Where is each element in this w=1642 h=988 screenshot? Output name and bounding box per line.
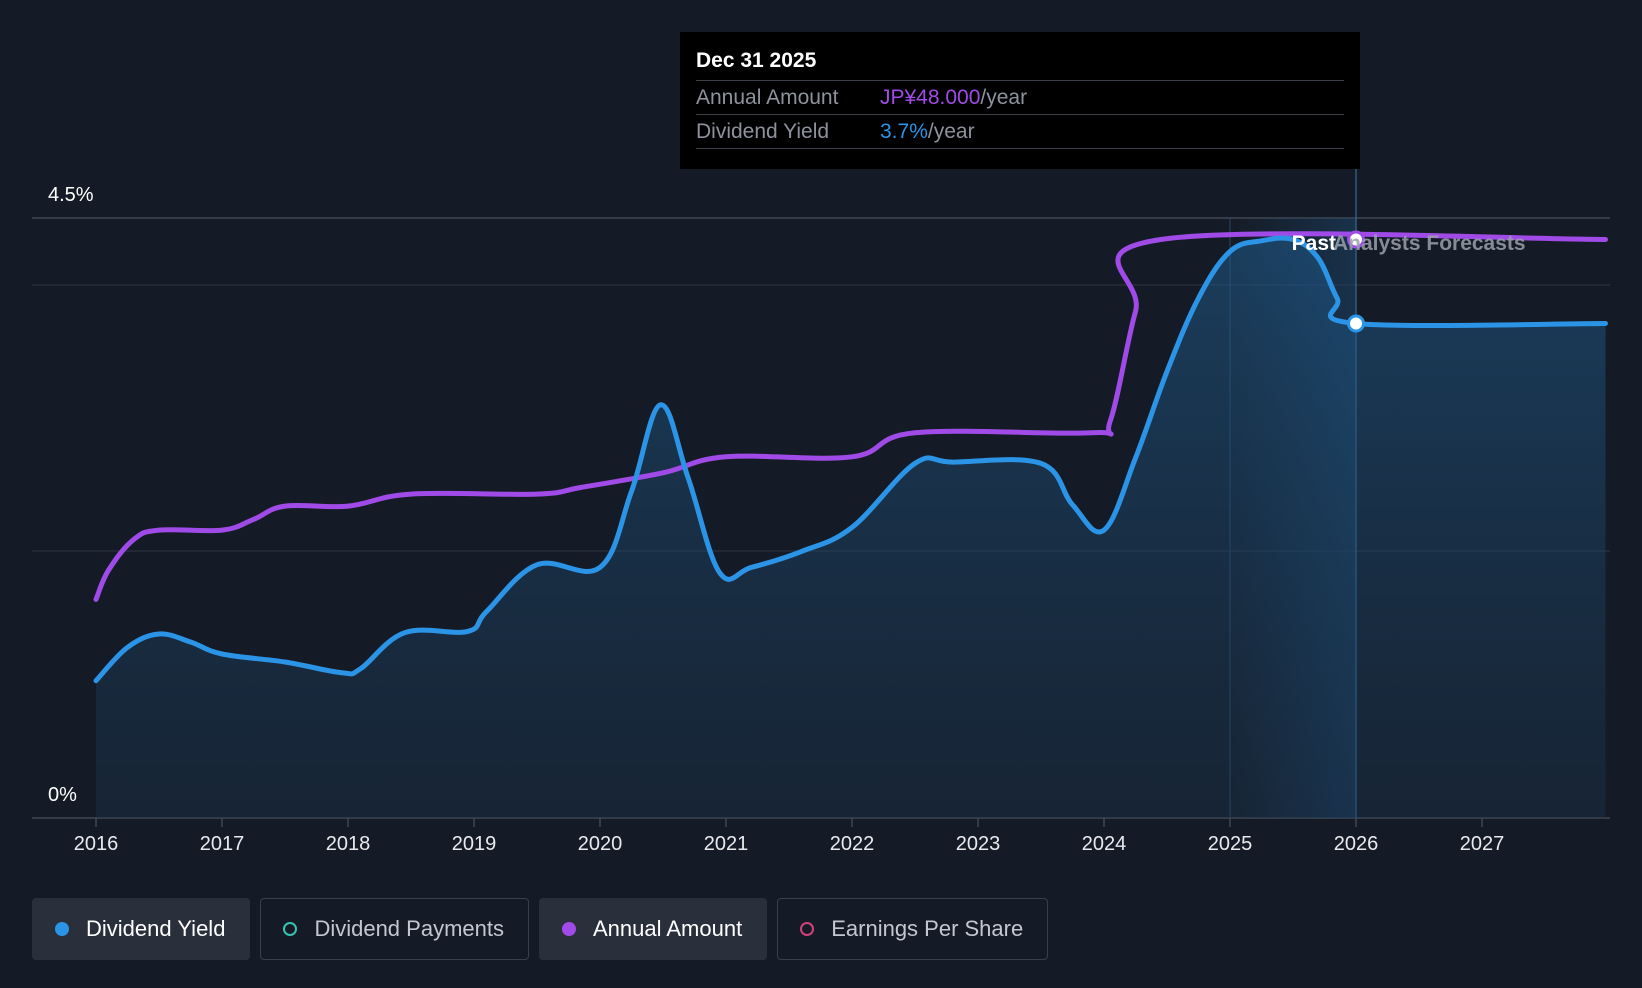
x-tick-label: 2024 <box>1082 833 1127 855</box>
legend-dividend-yield[interactable]: Dividend Yield <box>32 898 251 960</box>
tooltip-yield-row: Dividend Yield 3.7% /year <box>696 114 1344 149</box>
annual-amount-marker <box>1347 230 1365 249</box>
legend-label: Earnings Per Share <box>831 916 1024 941</box>
tooltip: Dec 31 2025 Annual Amount JP¥48.000 /yea… <box>680 32 1360 169</box>
tooltip-annual-label: Annual Amount <box>696 86 839 109</box>
hover-markers <box>1347 230 1365 333</box>
dividend-yield-marker <box>1347 314 1365 333</box>
area-fills <box>96 237 1606 819</box>
y-axis: 4.5% 0% <box>48 184 94 806</box>
forecast-label: Analysts Forecasts <box>1333 232 1526 255</box>
tooltip-annual-unit: /year <box>980 86 1028 109</box>
past-label: Past <box>1292 232 1336 255</box>
x-tick-label: 2019 <box>452 833 497 855</box>
legend-label: Dividend Payments <box>314 916 504 941</box>
legend-ring-icon <box>283 922 298 936</box>
x-tick-label: 2025 <box>1208 833 1253 855</box>
annual-amount-line <box>93 231 1608 602</box>
x-tick-label: 2026 <box>1334 833 1379 855</box>
x-tick-label: 2016 <box>74 833 119 855</box>
x-axis: 2016 2017 2018 2019 2020 2021 2022 2023 2024 2025… <box>74 818 1505 855</box>
y-tick-label-max: 4.5% <box>48 184 94 206</box>
legend-dividend-payments[interactable]: Dividend Payments <box>260 898 529 960</box>
tooltip-yield-label: Dividend Yield <box>696 120 830 143</box>
tooltip-yield-unit: /year <box>927 120 975 143</box>
legend-dot-icon <box>561 922 576 936</box>
y-tick-label-zero: 0% <box>48 784 77 806</box>
tooltip-date: Dec 31 2025 <box>696 49 817 72</box>
tooltip-annual-row: Annual Amount JP¥48.000 /year <box>696 80 1344 114</box>
legend-label: Annual Amount <box>592 916 743 941</box>
dividend-yield-area <box>96 237 1606 819</box>
legend: Dividend Yield Dividend Payments Annual … <box>32 898 1049 960</box>
x-tick-label: 2027 <box>1460 833 1505 855</box>
legend-dot-icon <box>55 922 69 936</box>
x-tick-label: 2023 <box>956 833 1001 855</box>
legend-label: Dividend Yield <box>86 916 226 941</box>
x-tick-label: 2018 <box>326 833 371 855</box>
tooltip-yield-value: 3.7% <box>880 120 928 143</box>
x-tick-label: 2022 <box>830 833 875 855</box>
x-tick-label: 2021 <box>704 833 749 855</box>
x-tick-label: 2020 <box>578 833 623 855</box>
series-lines <box>93 231 1608 684</box>
legend-earnings-per-share[interactable]: Earnings Per Share <box>777 898 1049 960</box>
legend-ring-icon <box>800 922 815 936</box>
x-tick-label: 2017 <box>200 833 245 855</box>
tooltip-annual-value: JP¥48.000 <box>880 86 981 109</box>
dividend-yield-line <box>93 235 1608 684</box>
legend-annual-amount[interactable]: Annual Amount <box>538 898 768 960</box>
